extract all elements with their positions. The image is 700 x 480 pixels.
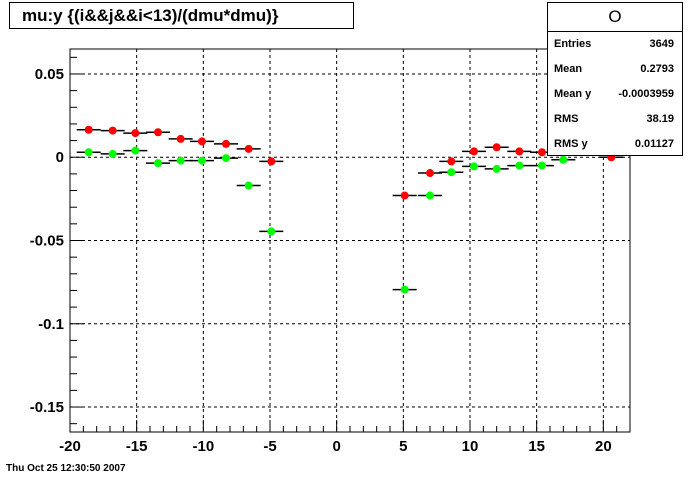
x-tick-label: 10: [462, 438, 479, 455]
stats-row-rms-y: RMS y 0.01127: [548, 132, 682, 157]
data-point: [400, 191, 409, 200]
x-tick-label: -10: [192, 438, 214, 455]
stats-box: O Entries 3649 Mean 0.2793 Mean y -0.000…: [547, 2, 683, 156]
stats-label: Mean: [554, 63, 583, 75]
y-tick-label: -0.05: [30, 233, 64, 250]
y-tick-label: 0: [56, 149, 64, 166]
data-point: [492, 164, 501, 173]
data-point: [267, 227, 276, 236]
data-point: [222, 154, 230, 163]
data-point: [176, 134, 185, 143]
x-tick-label: -15: [126, 438, 148, 455]
x-tick-label: -5: [263, 438, 276, 455]
data-point: [492, 143, 501, 152]
stats-value: 0.2793: [640, 63, 674, 75]
data-point: [176, 156, 185, 165]
stats-value: -0.0003959: [618, 88, 674, 100]
data-point: [515, 161, 524, 170]
stats-label: RMS y: [554, 138, 588, 150]
stats-name: O: [548, 3, 682, 32]
data-point: [131, 129, 140, 138]
data-point: [515, 147, 524, 156]
data-series: [76, 125, 624, 294]
data-point: [84, 148, 93, 157]
chart-title: mu:y {(i&&j&&i<13)/(dmu*dmu)}: [9, 2, 354, 29]
data-point: [559, 155, 568, 164]
stats-label: RMS: [554, 113, 579, 125]
data-point: [470, 147, 478, 156]
x-tick-label: 5: [399, 438, 407, 455]
data-point: [108, 126, 117, 135]
data-point: [470, 162, 478, 171]
axes: -20 -15 -10 -5 0 5 10 15 20 -0.15 -0.1 -0.05 0 0.05: [30, 48, 631, 455]
stats-row-rms: RMS 38.19: [548, 107, 682, 132]
data-point: [447, 168, 456, 177]
data-point: [538, 148, 546, 157]
stats-row-entries: Entries 3649: [548, 32, 682, 57]
stats-label: Mean y: [554, 88, 592, 100]
stats-value: 38.19: [646, 113, 674, 125]
stats-row-mean-y: Mean y -0.0003959: [548, 82, 682, 107]
y-tick-label: 0.05: [35, 66, 64, 83]
data-point: [131, 146, 140, 155]
data-point: [222, 139, 230, 148]
data-point: [108, 149, 117, 158]
series-2: [76, 146, 576, 294]
data-point: [267, 157, 276, 166]
data-point: [154, 128, 162, 137]
stats-value: 3649: [649, 38, 674, 50]
timestamp: Thu Oct 25 12:30:50 2007: [6, 463, 126, 474]
data-point: [426, 191, 434, 200]
data-point: [400, 285, 409, 294]
y-tick-label: -0.1: [38, 316, 64, 333]
data-point: [84, 125, 93, 134]
data-point: [244, 144, 253, 153]
data-point: [244, 181, 253, 190]
x-tick-label: 15: [528, 438, 545, 455]
data-point: [154, 159, 162, 168]
data-point: [198, 137, 206, 146]
data-point: [538, 161, 546, 170]
stats-row-mean: Mean 0.2793: [548, 57, 682, 82]
grid: [70, 49, 630, 432]
y-tick-label: -0.15: [30, 399, 64, 416]
stats-value: 0.01127: [634, 138, 674, 150]
data-point: [198, 156, 206, 165]
x-tick-label: 0: [332, 438, 340, 455]
x-tick-label: -20: [59, 438, 81, 455]
stats-label: Entries: [554, 38, 592, 50]
x-tick-label: 20: [595, 438, 612, 455]
data-point: [426, 169, 434, 178]
data-point: [447, 157, 456, 166]
